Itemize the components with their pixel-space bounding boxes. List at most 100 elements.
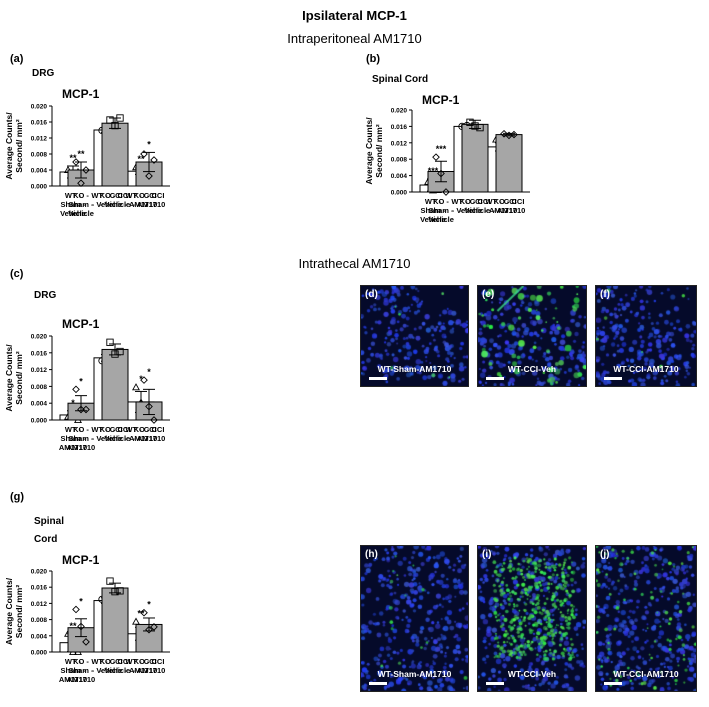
- panel-b-letter: (b): [366, 53, 381, 65]
- x-tick-label: WT - CCI - Vehicle: [91, 657, 122, 675]
- figure-title: Ipsilateral MCP-1: [302, 8, 407, 23]
- y-tick-label: 0.008: [31, 152, 48, 159]
- data-point: [82, 166, 90, 174]
- data-point: [145, 625, 153, 634]
- data-point: [150, 623, 158, 631]
- y-tick-label: 0.016: [31, 120, 48, 127]
- micrograph-e-image: [478, 286, 586, 386]
- data-point: [106, 338, 114, 346]
- x-tick-label: WT - CCI - Vehicle: [451, 197, 482, 215]
- section-title-intrathecal: Intrathecal AM1710: [298, 256, 411, 271]
- micrograph-j-letter: (j): [600, 549, 610, 560]
- x-tick-label: KO - CCI - AM1710: [133, 657, 166, 675]
- scale-bar: [369, 682, 387, 685]
- scale-bar: [604, 377, 622, 380]
- section-title-intraperitoneal: Intraperitoneal AM1710: [287, 31, 422, 46]
- significance-marker: *: [147, 600, 151, 610]
- significance-marker: *: [79, 596, 83, 606]
- panel-a-region: DRG: [32, 68, 55, 79]
- x-tick-label: WT -Sham -Vehicle: [60, 191, 86, 218]
- data-point: [466, 118, 474, 126]
- y-tick-label: 0.004: [391, 173, 408, 180]
- y-tick-label: 0.004: [31, 401, 48, 408]
- x-tick-label: KO - CCI - AM1710: [493, 197, 526, 215]
- micrograph-j-image: [596, 546, 696, 691]
- micrograph-e: (e) WT-CCI-Veh: [477, 285, 587, 387]
- panel-g-region-line2: Cord: [34, 534, 58, 545]
- data-point: [150, 416, 158, 424]
- panel-g-letter: (g): [10, 491, 25, 503]
- y-tick-label: 0.000: [31, 418, 48, 425]
- y-tick-label: 0.000: [391, 190, 408, 197]
- bar-chart-g: MCP-1 Average Counts/Second/ mm² 0.000 0.00…: [4, 553, 170, 684]
- significance-marker: ***: [436, 144, 447, 154]
- bar: [461, 123, 489, 193]
- micrograph-j: (j) WT-CCI-AM1710: [595, 545, 697, 692]
- data-point: [145, 172, 153, 180]
- x-tick-label: KO - CCI - AM1710: [133, 191, 166, 209]
- data-point: [140, 150, 148, 158]
- micrograph-d-letter: (d): [365, 289, 378, 300]
- panel-g-region-line1: Spinal: [34, 516, 65, 527]
- y-tick-label: 0.008: [31, 384, 48, 391]
- x-tick-label: WT - CCI - AM1710: [125, 191, 158, 209]
- significance-marker: *: [79, 376, 83, 386]
- micrograph-i-image: [478, 546, 586, 691]
- x-tick-label: KO - CCI - Vehicle: [460, 197, 491, 215]
- x-tick-label: WT - CCI - Vehicle: [91, 191, 122, 209]
- scale-bar: [369, 377, 387, 380]
- data-point: [500, 129, 508, 138]
- y-tick-label: 0.004: [31, 633, 48, 640]
- data-point: [476, 123, 484, 132]
- scale-bar: [486, 682, 504, 685]
- micrograph-d-image: [361, 286, 468, 386]
- y-axis-label: Average Counts/Second/ mm²: [4, 344, 24, 412]
- micrograph-j-label: WT-CCI-AM1710: [613, 669, 679, 679]
- data-point: [140, 608, 148, 617]
- micrograph-e-label: WT-CCI-Veh: [507, 364, 557, 374]
- data-point: [116, 587, 124, 595]
- panel-c-letter: (c): [10, 268, 24, 280]
- micrograph-d-label: WT-Sham-AM1710: [377, 364, 452, 374]
- data-point: [132, 383, 140, 391]
- y-tick-label: 0.012: [31, 367, 48, 374]
- x-tick-label: WT - CCI - AM1710: [485, 197, 518, 215]
- data-point: [140, 376, 148, 384]
- bar: [101, 348, 129, 421]
- chart-title: MCP-1: [62, 87, 100, 101]
- x-tick-label: KO - CCI - AM1710: [133, 425, 166, 443]
- y-tick-label: 0.000: [31, 650, 48, 657]
- data-point: [77, 622, 85, 631]
- significance-marker: **: [69, 153, 77, 163]
- scale-bar: [604, 682, 622, 685]
- significance-marker: **: [69, 621, 77, 631]
- y-tick-label: 0.020: [391, 108, 408, 115]
- data-point: [442, 188, 450, 196]
- data-point: [82, 405, 90, 414]
- y-axis-label: Average Counts/Second/ mm²: [4, 112, 24, 180]
- panel-a-letter: (a): [10, 53, 24, 65]
- chart-title: MCP-1: [62, 553, 100, 567]
- bar: [495, 134, 523, 193]
- data-point: [111, 350, 119, 358]
- data-point: [72, 385, 80, 394]
- micrograph-f-image: [596, 286, 696, 386]
- data-point: [106, 577, 114, 585]
- x-tick-label: KO -Sham -AM1710: [67, 657, 95, 684]
- bar-chart-a: MCP-1 Average Counts/Second/ mm² 0.000 0.00…: [4, 87, 170, 218]
- bar-chart-c: MCP-1 Average Counts/Second/ mm² 0.000 0.00…: [4, 317, 170, 452]
- chart-title: MCP-1: [422, 93, 460, 107]
- significance-marker: **: [77, 149, 85, 159]
- micrograph-i: (i) WT-CCI-Veh: [477, 545, 587, 692]
- data-point: [116, 347, 124, 356]
- bar: [101, 122, 129, 187]
- x-tick-label: KO - CCI - Vehicle: [100, 191, 131, 209]
- x-tick-label: WT -Sham -Vehicle: [420, 197, 446, 224]
- y-tick-label: 0.016: [31, 350, 48, 357]
- micrograph-h-letter: (h): [365, 549, 378, 560]
- significance-marker: **: [137, 154, 145, 164]
- data-point: [132, 617, 140, 625]
- data-point: [111, 588, 119, 596]
- data-point: [116, 114, 124, 122]
- significance-marker: *: [147, 139, 151, 149]
